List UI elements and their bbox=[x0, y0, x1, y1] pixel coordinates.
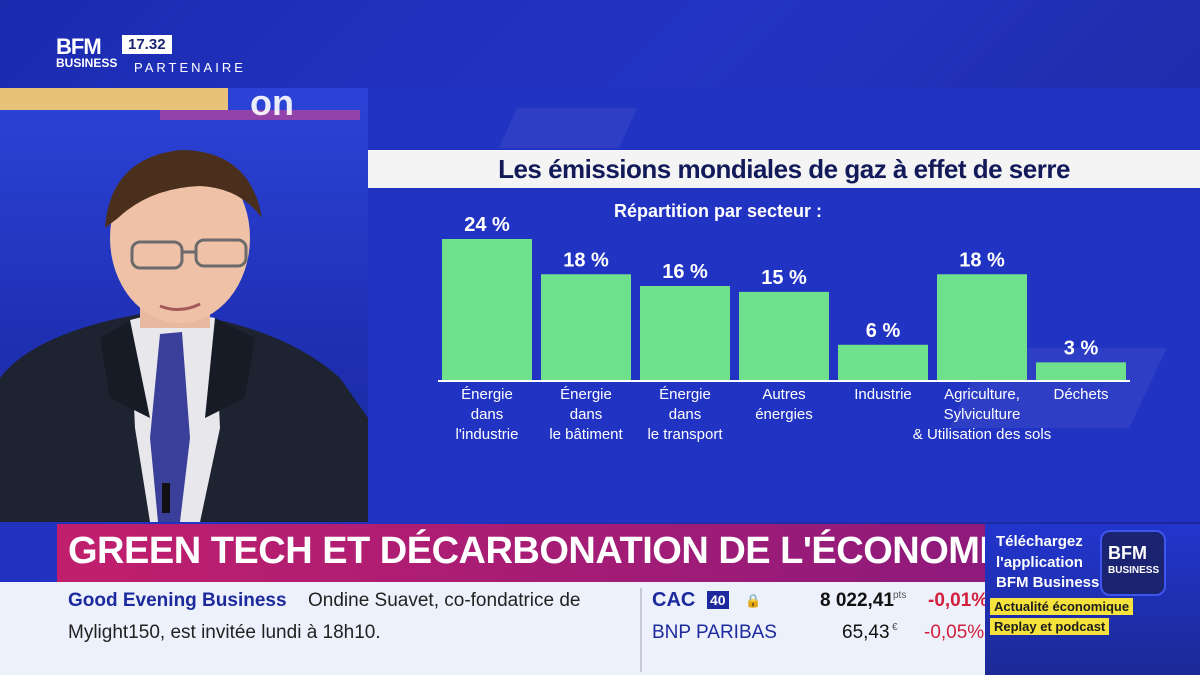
chart-category-label: Sylviculture bbox=[944, 406, 1021, 423]
stock-value: 65,43 bbox=[842, 622, 890, 643]
clock: 17.32 bbox=[122, 35, 172, 54]
partner-label: PARTENAIRE bbox=[134, 60, 246, 75]
chart-value-label: 15 % bbox=[761, 267, 807, 289]
app-logo-bfm-text: BFM bbox=[1108, 543, 1147, 563]
chart-category-label: Déchets bbox=[1053, 386, 1108, 403]
studio-decor-stripe bbox=[0, 88, 228, 110]
chart-bar bbox=[541, 274, 631, 380]
chart-title: Les émissions mondiales de gaz à effet d… bbox=[498, 154, 1070, 184]
chart-value-label: 24 % bbox=[464, 214, 510, 236]
stock-name: BNP PARIBAS bbox=[652, 622, 777, 643]
chart-category-label: Agriculture, bbox=[944, 386, 1020, 403]
chart-value-label: 3 % bbox=[1064, 337, 1099, 359]
promo-tag-replay: Replay et podcast bbox=[990, 618, 1110, 635]
chart-value-label: 6 % bbox=[866, 320, 901, 342]
studio-decor-text: on bbox=[250, 88, 294, 123]
chart-value-label: 16 % bbox=[662, 261, 708, 283]
promo-line1: Téléchargez bbox=[996, 533, 1083, 550]
chart-bar bbox=[937, 274, 1027, 380]
presenter-image bbox=[0, 150, 368, 522]
promo-tag-news: Actualité économique bbox=[990, 598, 1134, 615]
studio-decor-stripe bbox=[160, 110, 360, 120]
chart-value-label: 18 % bbox=[563, 249, 609, 271]
ticker-bar bbox=[0, 582, 985, 675]
logo-bfm-text: BFM bbox=[56, 34, 102, 59]
chart-category-label: Industrie bbox=[854, 386, 912, 403]
chart-category-label: dans bbox=[570, 406, 603, 423]
chart-category-label: énergies bbox=[755, 406, 813, 423]
chart-bar bbox=[739, 291, 829, 380]
ticker-text-line1: Ondine Suavet, co-fondatrice de bbox=[308, 590, 581, 611]
chart-subtitle: Répartition par secteur : bbox=[613, 201, 823, 221]
index-change: -0,01% bbox=[928, 590, 989, 611]
app-logo-business-text: BUSINESS bbox=[1108, 565, 1160, 576]
chart-category-label: l'industrie bbox=[456, 426, 519, 443]
lock-icon: 🔒 bbox=[745, 593, 762, 608]
chart-category-label: Énergie bbox=[461, 386, 513, 403]
promo-line2: l'application bbox=[996, 554, 1083, 571]
chart-panel: Les émissions mondiales de gaz à effet d… bbox=[368, 88, 1200, 522]
ticker-divider bbox=[640, 588, 642, 672]
bar-chart: 24 % Énergie dans l'industrie 18 % Énergie dan… bbox=[438, 214, 1130, 443]
logo-business-text: BUSINESS bbox=[56, 56, 118, 70]
index-badge: 40 bbox=[707, 591, 729, 609]
chart-bar bbox=[838, 344, 928, 380]
chart-category-label: Énergie bbox=[659, 386, 711, 403]
chart-category-label: le transport bbox=[647, 426, 723, 443]
index-value: 8 022,41 bbox=[820, 590, 894, 611]
promo-line3: BFM Business bbox=[996, 574, 1100, 591]
ticker-show-title: Good Evening Business bbox=[68, 590, 287, 611]
stock-change: -0,05% bbox=[924, 622, 985, 643]
chart-category-label: dans bbox=[669, 406, 702, 423]
chart-category-label: & Utilisation des sols bbox=[913, 426, 1051, 443]
chart-category-label: le bâtiment bbox=[549, 426, 623, 443]
stock-unit: € bbox=[892, 622, 898, 633]
chart-bar bbox=[442, 239, 532, 380]
chart-category-label: Énergie bbox=[560, 386, 612, 403]
chart-category-label: Autres bbox=[762, 386, 805, 403]
chart-category-label: dans bbox=[471, 406, 504, 423]
index-unit: pts bbox=[893, 590, 907, 601]
headline: GREEN TECH ET DÉCARBONATION DE L'ÉCONOMI… bbox=[68, 530, 1015, 572]
studio-camera-view: on bbox=[0, 88, 368, 522]
chart-value-label: 18 % bbox=[959, 249, 1005, 271]
ticker-text-line2: Mylight150, est invitée lundi à 18h10. bbox=[68, 622, 381, 643]
headline-bar bbox=[57, 524, 985, 582]
index-name: CAC bbox=[652, 589, 696, 611]
app-logo bbox=[1100, 530, 1166, 596]
chart-bar bbox=[640, 286, 730, 380]
chart-title-bar bbox=[368, 150, 1200, 188]
chart-bar bbox=[1036, 362, 1126, 380]
